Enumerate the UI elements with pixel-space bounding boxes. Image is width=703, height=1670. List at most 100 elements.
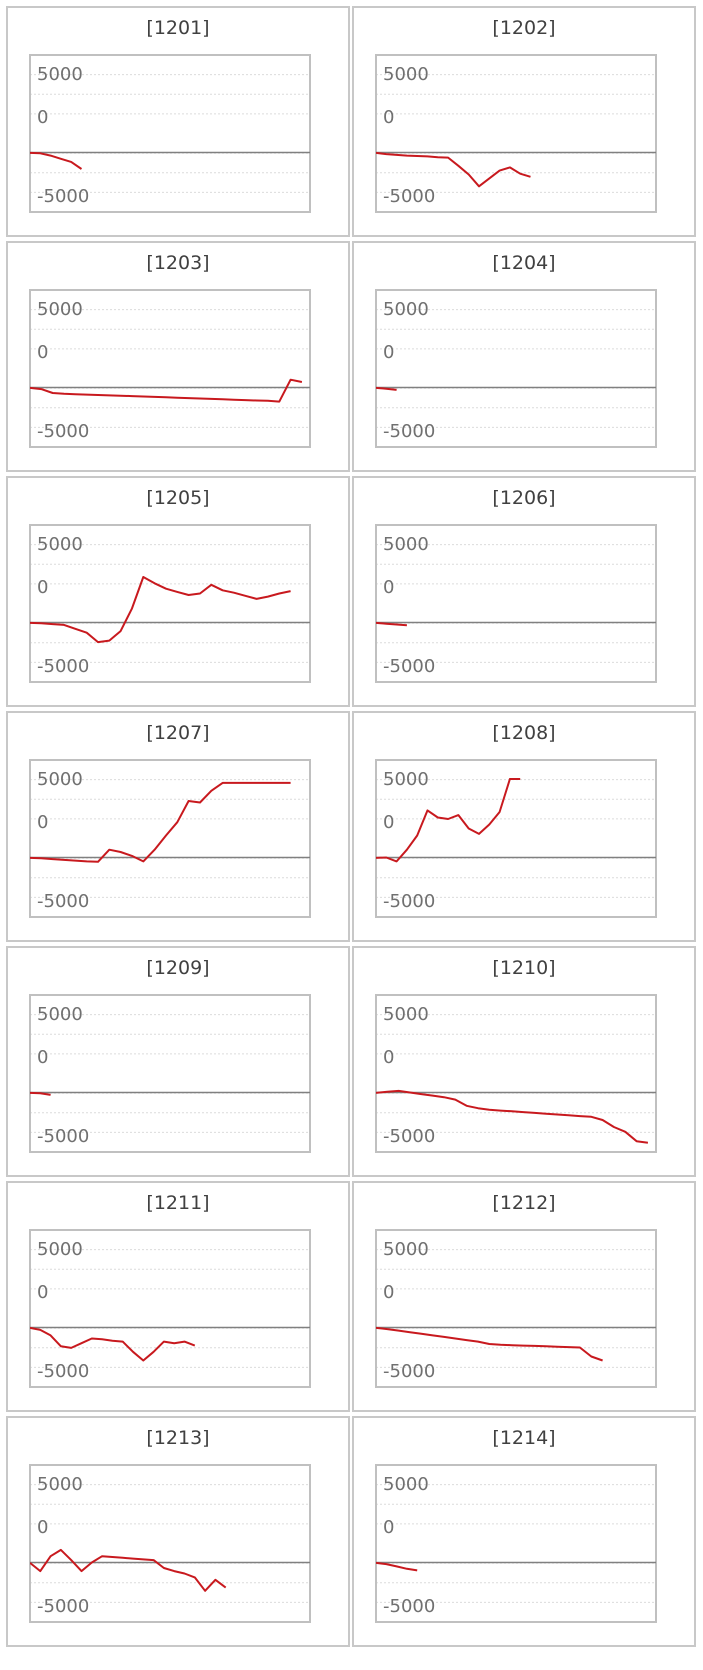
y-tick-label: 5000 xyxy=(383,534,429,555)
y-tick-label: 5000 xyxy=(37,534,83,555)
chart-title: [1208] xyxy=(492,722,555,744)
y-tick-label: 0 xyxy=(37,577,48,598)
y-tick-label: 0 xyxy=(383,577,394,598)
chart-title: [1214] xyxy=(492,1427,555,1449)
plot-frame xyxy=(29,1229,311,1388)
y-tick-label: -5000 xyxy=(383,656,435,677)
chart-svg: [1205] 5000 0 -5000 xyxy=(29,487,311,683)
chart-title: [1210] xyxy=(492,957,555,979)
y-tick-label: 0 xyxy=(37,1517,48,1538)
chart-svg: [1202] 5000 0 -5000 xyxy=(375,17,657,213)
chart-title: [1202] xyxy=(492,17,555,39)
chart-title: [1212] xyxy=(492,1192,555,1214)
y-tick-label: 0 xyxy=(383,342,394,363)
chart-title: [1203] xyxy=(146,252,209,274)
series-line xyxy=(376,151,531,188)
series-line xyxy=(30,1326,196,1362)
chart-svg: [1206] 5000 0 -5000 xyxy=(375,487,657,683)
chart-panel: [1214] 5000 0 -5000 xyxy=(352,1416,696,1647)
plot-frame xyxy=(375,1464,657,1623)
y-tick-label: 5000 xyxy=(383,299,429,320)
y-tick-label: -5000 xyxy=(383,186,435,207)
chart-panel: [1212] 5000 0 -5000 xyxy=(352,1181,696,1412)
series-line xyxy=(30,781,291,863)
series-line xyxy=(376,386,397,391)
chart-title: [1205] xyxy=(146,487,209,509)
y-tick-label: -5000 xyxy=(37,421,89,442)
chart-panel: [1207] 5000 0 -5000 xyxy=(6,711,350,942)
chart-panel: [1210] 5000 0 -5000 xyxy=(352,946,696,1177)
series-line xyxy=(30,576,291,644)
y-tick-label: 0 xyxy=(37,107,48,128)
chart-svg: [1213] 5000 0 -5000 xyxy=(29,1427,311,1623)
y-tick-label: 5000 xyxy=(383,1239,429,1260)
y-tick-label: 0 xyxy=(383,812,394,833)
y-tick-label: 5000 xyxy=(37,1004,83,1025)
y-tick-label: 5000 xyxy=(37,64,83,85)
chart-panel: [1203] 5000 0 -5000 xyxy=(6,241,350,472)
series-line xyxy=(376,1561,418,1572)
chart-panel: [1202] 5000 0 -5000 xyxy=(352,6,696,237)
y-tick-label: -5000 xyxy=(383,421,435,442)
y-tick-label: 0 xyxy=(383,1282,394,1303)
series-line xyxy=(376,621,407,627)
chart-panel: [1211] 5000 0 -5000 xyxy=(6,1181,350,1412)
y-tick-label: -5000 xyxy=(383,891,435,912)
chart-title: [1209] xyxy=(146,957,209,979)
plot-frame xyxy=(29,54,311,213)
series-line xyxy=(30,1091,51,1096)
y-tick-label: -5000 xyxy=(37,186,89,207)
chart-svg: [1211] 5000 0 -5000 xyxy=(29,1192,311,1388)
chart-panel: [1209] 5000 0 -5000 xyxy=(6,946,350,1177)
y-tick-label: 5000 xyxy=(37,1474,83,1495)
y-tick-label: 0 xyxy=(37,812,48,833)
chart-panel: [1208] 5000 0 -5000 xyxy=(352,711,696,942)
chart-svg: [1201] 5000 0 -5000 xyxy=(29,17,311,213)
y-tick-label: -5000 xyxy=(37,1126,89,1147)
series-line xyxy=(30,151,83,170)
y-tick-label: 5000 xyxy=(383,1474,429,1495)
chart-svg: [1212] 5000 0 -5000 xyxy=(375,1192,657,1388)
y-tick-label: -5000 xyxy=(37,891,89,912)
chart-title: [1207] xyxy=(146,722,209,744)
chart-title: [1204] xyxy=(492,252,555,274)
chart-panel: [1205] 5000 0 -5000 xyxy=(6,476,350,707)
chart-title: [1201] xyxy=(146,17,209,39)
chart-panel: [1213] 5000 0 -5000 xyxy=(6,1416,350,1647)
chart-svg: [1204] 5000 0 -5000 xyxy=(375,252,657,448)
y-tick-label: -5000 xyxy=(383,1596,435,1617)
chart-title: [1211] xyxy=(146,1192,209,1214)
chart-svg: [1203] 5000 0 -5000 xyxy=(29,252,311,448)
y-tick-label: -5000 xyxy=(37,1596,89,1617)
plot-frame xyxy=(375,289,657,448)
plot-frame xyxy=(29,759,311,918)
y-tick-label: 0 xyxy=(37,342,48,363)
chart-panel: [1206] 5000 0 -5000 xyxy=(352,476,696,707)
plot-frame xyxy=(375,994,657,1153)
y-tick-label: 0 xyxy=(383,107,394,128)
series-line xyxy=(376,1326,603,1362)
y-tick-label: -5000 xyxy=(37,1361,89,1382)
plot-frame xyxy=(375,524,657,683)
y-tick-label: 5000 xyxy=(383,1004,429,1025)
chart-svg: [1209] 5000 0 -5000 xyxy=(29,957,311,1153)
y-tick-label: -5000 xyxy=(383,1361,435,1382)
y-tick-label: 5000 xyxy=(383,769,429,790)
series-line xyxy=(376,1089,649,1144)
plot-frame xyxy=(375,759,657,918)
series-line xyxy=(30,378,303,403)
chart-panel: [1204] 5000 0 -5000 xyxy=(352,241,696,472)
y-tick-label: -5000 xyxy=(383,1126,435,1147)
y-tick-label: 5000 xyxy=(37,1239,83,1260)
y-tick-label: 0 xyxy=(37,1047,48,1068)
y-tick-label: 5000 xyxy=(37,769,83,790)
plot-frame xyxy=(29,1464,311,1623)
chart-svg: [1207] 5000 0 -5000 xyxy=(29,722,311,918)
chart-title: [1213] xyxy=(146,1427,209,1449)
y-tick-label: 0 xyxy=(383,1517,394,1538)
plot-frame xyxy=(375,54,657,213)
plot-frame xyxy=(375,1229,657,1388)
series-line xyxy=(376,778,521,863)
plot-frame xyxy=(29,289,311,448)
chart-title: [1206] xyxy=(492,487,555,509)
